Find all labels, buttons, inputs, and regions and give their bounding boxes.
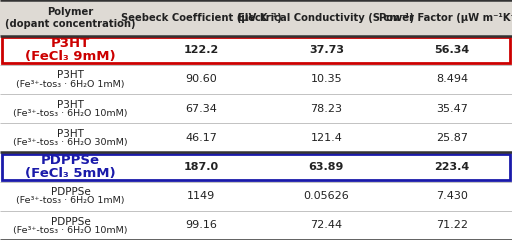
Text: P3HT: P3HT — [57, 71, 84, 80]
Text: (FeCl₃ 5mM): (FeCl₃ 5mM) — [25, 167, 116, 180]
Text: 99.16: 99.16 — [185, 220, 217, 230]
Text: 223.4: 223.4 — [434, 162, 470, 172]
Text: 8.494: 8.494 — [436, 74, 468, 84]
FancyBboxPatch shape — [2, 37, 510, 63]
Text: P3HT: P3HT — [57, 100, 84, 110]
FancyBboxPatch shape — [0, 182, 512, 211]
Text: 78.23: 78.23 — [310, 103, 343, 114]
Text: PDPPSe: PDPPSe — [51, 216, 90, 227]
FancyBboxPatch shape — [0, 152, 512, 182]
Text: 46.17: 46.17 — [185, 133, 217, 143]
Text: (Fe³⁺-tos₃ · 6H₂O 30mM): (Fe³⁺-tos₃ · 6H₂O 30mM) — [13, 138, 127, 147]
Text: 90.60: 90.60 — [185, 74, 217, 84]
FancyBboxPatch shape — [2, 154, 510, 180]
Text: PDPPSe: PDPPSe — [41, 154, 100, 167]
Text: (Fe³⁺-tos₃ · 6H₂O 1mM): (Fe³⁺-tos₃ · 6H₂O 1mM) — [16, 80, 124, 89]
Text: 35.47: 35.47 — [436, 103, 468, 114]
Text: 0.05626: 0.05626 — [304, 191, 349, 201]
Text: 1149: 1149 — [187, 191, 215, 201]
FancyBboxPatch shape — [0, 94, 512, 123]
Text: (Fe³⁺-tos₃ · 6H₂O 10mM): (Fe³⁺-tos₃ · 6H₂O 10mM) — [13, 226, 127, 235]
FancyBboxPatch shape — [0, 211, 512, 240]
Text: 72.44: 72.44 — [310, 220, 343, 230]
Text: 56.34: 56.34 — [434, 45, 470, 55]
Text: 121.4: 121.4 — [310, 133, 343, 143]
FancyBboxPatch shape — [0, 0, 512, 36]
Text: Polymer
(dopant concentration): Polymer (dopant concentration) — [5, 6, 136, 29]
Text: PDPPSe: PDPPSe — [51, 187, 90, 197]
FancyBboxPatch shape — [0, 65, 512, 94]
Text: 187.0: 187.0 — [183, 162, 219, 172]
Text: Power Factor (μW m⁻¹K⁻²): Power Factor (μW m⁻¹K⁻²) — [379, 13, 512, 23]
Text: 25.87: 25.87 — [436, 133, 468, 143]
Text: (Fe³⁺-tos₃ · 6H₂O 10mM): (Fe³⁺-tos₃ · 6H₂O 10mM) — [13, 109, 127, 118]
FancyBboxPatch shape — [0, 123, 512, 152]
Text: (Fe³⁺-tos₃ · 6H₂O 1mM): (Fe³⁺-tos₃ · 6H₂O 1mM) — [16, 197, 124, 205]
Text: 71.22: 71.22 — [436, 220, 468, 230]
Text: P3HT: P3HT — [57, 129, 84, 139]
Text: P3HT: P3HT — [51, 37, 90, 50]
Text: Seebeck Coefficient (μV K⁻¹): Seebeck Coefficient (μV K⁻¹) — [121, 13, 281, 23]
Text: 122.2: 122.2 — [183, 45, 219, 55]
Text: 7.430: 7.430 — [436, 191, 468, 201]
Text: 63.89: 63.89 — [309, 162, 344, 172]
Text: Electrical Conductivity (S cm⁻¹): Electrical Conductivity (S cm⁻¹) — [239, 13, 414, 23]
Text: (FeCl₃ 9mM): (FeCl₃ 9mM) — [25, 50, 116, 63]
Text: 67.34: 67.34 — [185, 103, 217, 114]
FancyBboxPatch shape — [0, 36, 512, 65]
Text: 10.35: 10.35 — [311, 74, 342, 84]
Text: 37.73: 37.73 — [309, 45, 344, 55]
